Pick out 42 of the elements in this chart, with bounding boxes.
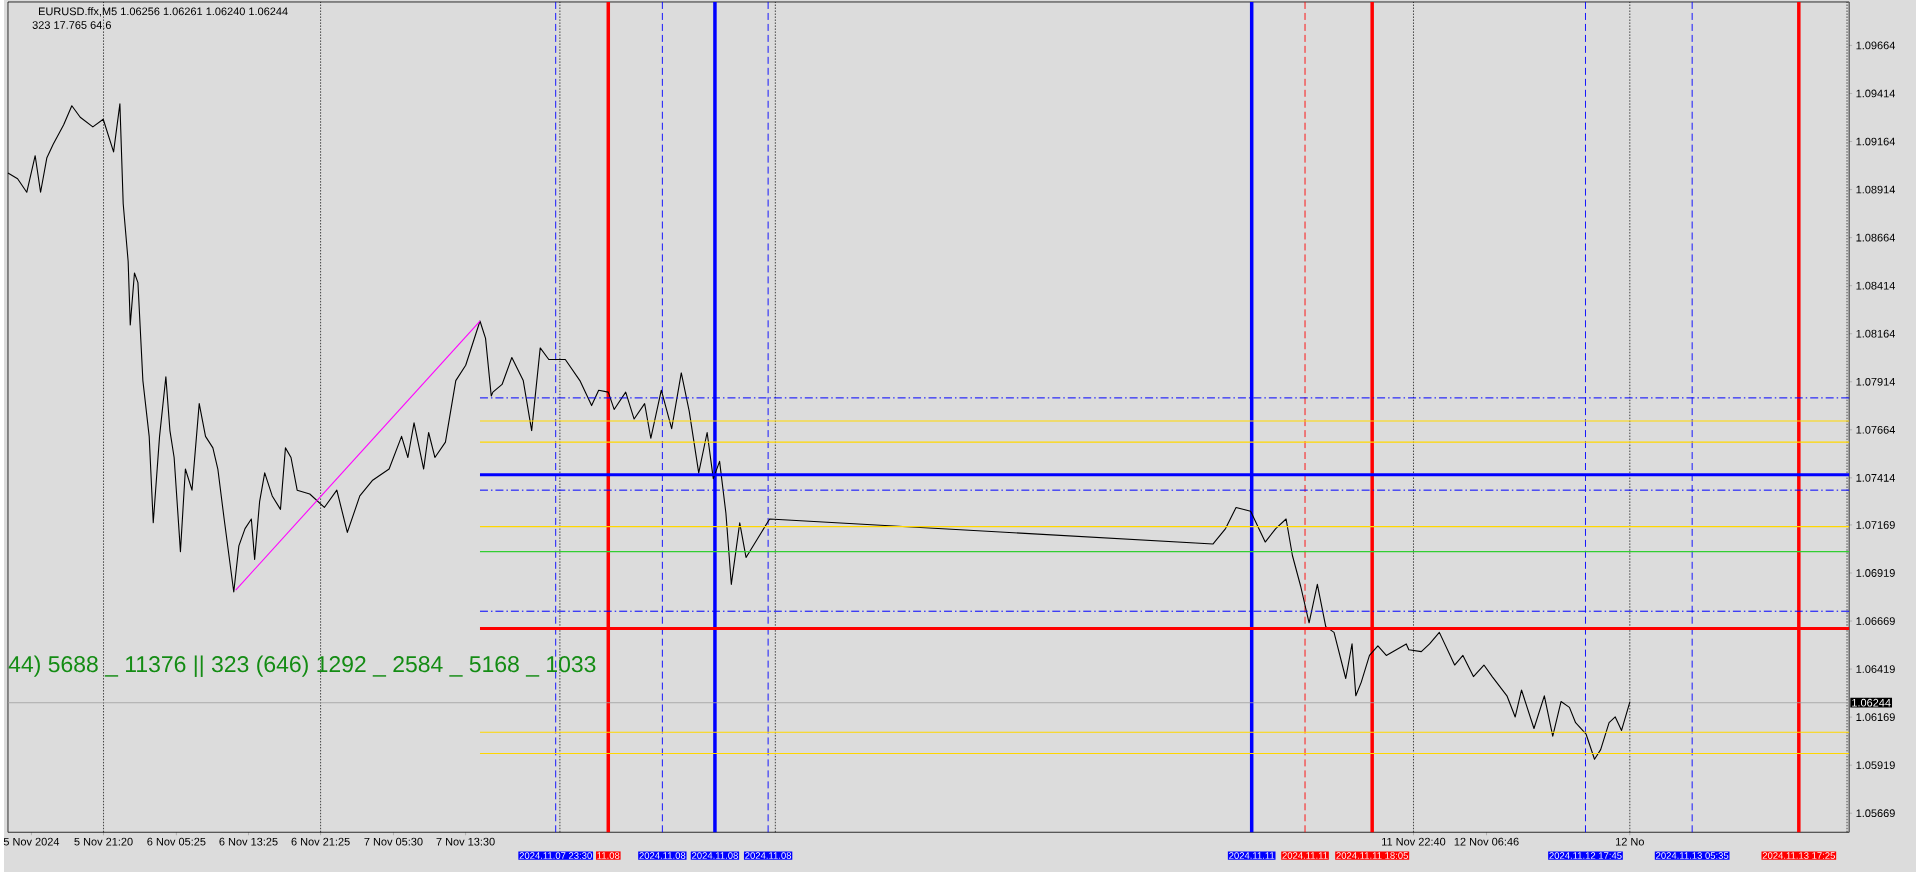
x-tick-label: 5 Nov 2024 <box>3 837 60 846</box>
y-tick-label: 1.08664 <box>1856 233 1896 242</box>
ref-line-label: 2024.11.13 05:35 <box>1656 852 1729 859</box>
y-tick-label: 1.07414 <box>1856 473 1896 482</box>
x-tick-label: 7 Nov 05:30 <box>364 837 423 846</box>
ref-line-label: 2024.11.11 18:05 <box>1336 852 1408 859</box>
x-tick-label: 6 Nov 05:25 <box>147 837 206 846</box>
y-tick-label: 1.05919 <box>1856 761 1895 769</box>
y-tick-label: 1.07914 <box>1856 377 1896 386</box>
x-tick-label: 7 Nov 13:30 <box>436 837 495 846</box>
y-tick-label: 1.06169 <box>1856 713 1895 721</box>
x-tick-label: 6 Nov 13:25 <box>219 837 278 846</box>
ref-line-label: 2024.11.08 <box>692 852 738 859</box>
y-tick-label: 1.09164 <box>1856 137 1896 146</box>
ref-line-label: 2024.11.08 <box>745 852 792 859</box>
y-tick-label: 1.08914 <box>1856 185 1896 194</box>
ref-line-label: 2024.11.07 23:30 <box>519 852 592 859</box>
ref-line-label: 2024.11.11 <box>1229 852 1275 859</box>
ref-line-label: 2024.11.12 17:45 <box>1549 852 1622 859</box>
x-tick-label: 5 Nov 21:20 <box>74 837 133 846</box>
y-tick-label: 1.08164 <box>1856 329 1896 338</box>
y-tick-label: 1.07169 <box>1856 520 1895 529</box>
ref-line-label: 2024.11.11 <box>1282 852 1328 859</box>
y-tick-label: 1.09414 <box>1856 89 1896 98</box>
annotation: 44) 5688 _ 11376 || 323 (646) 1292 _ 2584 _ 5168 _ 1033 <box>8 655 596 677</box>
x-tick-label: 12 Nov 06:46 <box>1454 837 1519 846</box>
ref-line-label: 2024.11.13 17:25 <box>1762 852 1835 859</box>
y-tick-label: 1.06669 <box>1856 617 1895 625</box>
y-tick-label: 1.05669 <box>1856 809 1895 818</box>
y-tick-label: 1.06919 <box>1856 569 1895 577</box>
ref-line-label: 1.06244 <box>1852 698 1891 707</box>
chart-title: EURUSD.ffx,M5 1.06256 1.06261 1.06240 1.06244 <box>39 7 288 17</box>
ref-line-label: 11.08 <box>597 852 620 859</box>
y-tick-label: 1.09664 <box>1856 41 1896 50</box>
text: 323 17.765 64.6 <box>32 21 111 29</box>
x-tick-label: 12 No <box>1616 837 1644 846</box>
y-tick-label: 1.07664 <box>1856 425 1896 434</box>
x-tick-label: 6 Nov 21:25 <box>291 837 350 846</box>
y-tick-label: 1.08414 <box>1856 281 1896 290</box>
y-tick-label: 1.06419 <box>1856 665 1895 673</box>
ref-line-label: 2024.11.08 <box>639 852 686 859</box>
x-tick-label: 11 Nov 22:40 <box>1382 837 1446 846</box>
